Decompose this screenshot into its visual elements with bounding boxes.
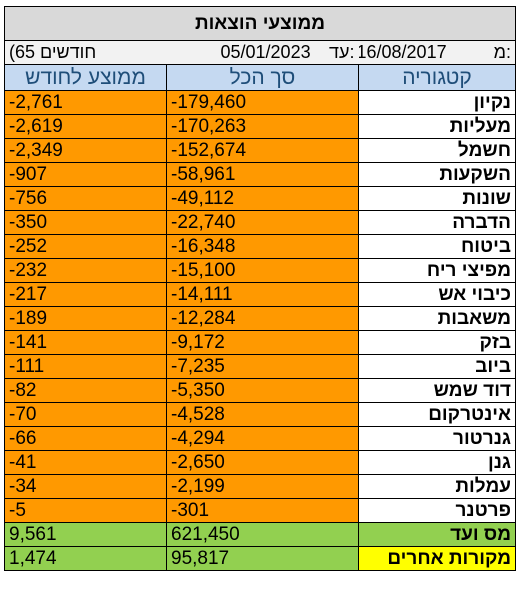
total-cell[interactable]: -16,348 <box>166 234 359 259</box>
total-cell[interactable]: -301 <box>166 498 359 523</box>
total-cell[interactable]: -7,235 <box>166 354 359 379</box>
table-row: -2,619 -170,263 מעליות <box>4 114 516 139</box>
avg-cell[interactable]: -41 <box>4 450 167 475</box>
table-row: -756 -49,112 שונות <box>4 186 516 211</box>
total-cell[interactable]: -22,740 <box>166 210 359 235</box>
avg-cell[interactable]: -189 <box>4 306 167 331</box>
total-cell[interactable]: -15,100 <box>166 258 359 283</box>
table-row: -189 -12,284 משאבות <box>4 306 516 331</box>
total-cell[interactable]: -58,961 <box>166 162 359 187</box>
avg-cell[interactable]: -217 <box>4 282 167 307</box>
avg-cell[interactable]: -756 <box>4 186 167 211</box>
table-row: -232 -15,100 מפיצי ריח <box>4 258 516 283</box>
date-range-row: (חודשים 65 05/01/2023 עד: 16/08/2017 מ: <box>4 40 516 65</box>
income-row: 9,561 621,450 מס ועד <box>4 522 516 547</box>
category-cell[interactable]: עמלות <box>358 474 516 499</box>
table-row: -2,761 -179,460 נקיון <box>4 90 516 115</box>
category-cell[interactable]: פרטנר <box>358 498 516 523</box>
total-cell[interactable]: -49,112 <box>166 186 359 211</box>
table-row: -70 -4,528 אינטרקום <box>4 402 516 427</box>
total-cell[interactable]: -2,650 <box>166 450 359 475</box>
category-cell[interactable]: שונות <box>358 186 516 211</box>
from-date-label: מ: <box>493 42 511 62</box>
to-date-value: 05/01/2023 <box>220 42 311 62</box>
total-cell[interactable]: -4,294 <box>166 426 359 451</box>
category-cell[interactable]: כיבוי אש <box>358 282 516 307</box>
total-cell[interactable]: -152,674 <box>166 138 359 163</box>
months-count-cell[interactable]: (חודשים 65 <box>4 40 167 65</box>
category-cell[interactable]: מפיצי ריח <box>358 258 516 283</box>
category-cell[interactable]: נקיון <box>358 90 516 115</box>
avg-cell[interactable]: -2,619 <box>4 114 167 139</box>
to-date-label: עד: <box>329 42 355 62</box>
table-row: -2,349 -152,674 חשמל <box>4 138 516 163</box>
avg-cell[interactable]: 9,561 <box>4 522 167 547</box>
expenses-table: ממוצעי הוצאות (חודשים 65 05/01/2023 עד: … <box>4 6 516 571</box>
total-cell[interactable]: -14,111 <box>166 282 359 307</box>
category-cell[interactable]: גנן <box>358 450 516 475</box>
category-cell[interactable]: אינטרקום <box>358 402 516 427</box>
table-row: -350 -22,740 הדברה <box>4 210 516 235</box>
avg-cell[interactable]: -111 <box>4 354 167 379</box>
category-cell[interactable]: השקעות <box>358 162 516 187</box>
total-cell[interactable]: 621,450 <box>166 522 359 547</box>
from-date-value: 16/08/2017 <box>358 42 447 62</box>
avg-cell[interactable]: -66 <box>4 426 167 451</box>
table-row: -907 -58,961 השקעות <box>4 162 516 187</box>
total-cell[interactable]: -2,199 <box>166 474 359 499</box>
header-row: ממוצע לחודש סך הכל קטגוריה <box>4 64 516 91</box>
income-row: 1,474 95,817 מקורות אחרים <box>4 546 516 571</box>
avg-cell[interactable]: -907 <box>4 162 167 187</box>
to-date-cell[interactable]: 05/01/2023 עד: <box>166 40 359 65</box>
avg-cell[interactable]: -2,761 <box>4 90 167 115</box>
table-row: -66 -4,294 גנרטור <box>4 426 516 451</box>
table-row: -5 -301 פרטנר <box>4 498 516 523</box>
avg-cell[interactable]: -252 <box>4 234 167 259</box>
avg-cell[interactable]: -70 <box>4 402 167 427</box>
category-cell[interactable]: ביוב <box>358 354 516 379</box>
avg-cell[interactable]: -2,349 <box>4 138 167 163</box>
table-title[interactable]: ממוצעי הוצאות <box>4 6 516 41</box>
table-row: -41 -2,650 גנן <box>4 450 516 475</box>
avg-cell[interactable]: -82 <box>4 378 167 403</box>
total-cell[interactable]: -4,528 <box>166 402 359 427</box>
title-row: ממוצעי הוצאות <box>4 6 516 41</box>
table-row: -82 -5,350 דוד שמש <box>4 378 516 403</box>
avg-cell[interactable]: 1,474 <box>4 546 167 571</box>
category-cell[interactable]: חשמל <box>358 138 516 163</box>
category-cell[interactable]: ביטוח <box>358 234 516 259</box>
table-row: -34 -2,199 עמלות <box>4 474 516 499</box>
table-row: -111 -7,235 ביוב <box>4 354 516 379</box>
table-row: -217 -14,111 כיבוי אש <box>4 282 516 307</box>
category-cell[interactable]: בזק <box>358 330 516 355</box>
category-cell[interactable]: הדברה <box>358 210 516 235</box>
avg-cell[interactable]: -350 <box>4 210 167 235</box>
table-row: -141 -9,172 בזק <box>4 330 516 355</box>
total-cell[interactable]: 95,817 <box>166 546 359 571</box>
table-body: ממוצעי הוצאות (חודשים 65 05/01/2023 עד: … <box>4 6 516 571</box>
avg-cell[interactable]: -34 <box>4 474 167 499</box>
category-cell[interactable]: משאבות <box>358 306 516 331</box>
total-cell[interactable]: -5,350 <box>166 378 359 403</box>
category-cell[interactable]: מקורות אחרים <box>358 546 516 571</box>
header-category[interactable]: קטגוריה <box>358 64 516 91</box>
total-cell[interactable]: -170,263 <box>166 114 359 139</box>
avg-cell[interactable]: -141 <box>4 330 167 355</box>
category-cell[interactable]: גנרטור <box>358 426 516 451</box>
avg-cell[interactable]: -232 <box>4 258 167 283</box>
table-row: -252 -16,348 ביטוח <box>4 234 516 259</box>
total-cell[interactable]: -9,172 <box>166 330 359 355</box>
avg-cell[interactable]: -5 <box>4 498 167 523</box>
total-cell[interactable]: -12,284 <box>166 306 359 331</box>
header-average[interactable]: ממוצע לחודש <box>4 64 167 91</box>
from-date-cell[interactable]: 16/08/2017 מ: <box>358 40 516 65</box>
total-cell[interactable]: -179,460 <box>166 90 359 115</box>
header-total[interactable]: סך הכל <box>166 64 359 91</box>
category-cell[interactable]: מעליות <box>358 114 516 139</box>
category-cell[interactable]: דוד שמש <box>358 378 516 403</box>
category-cell[interactable]: מס ועד <box>358 522 516 547</box>
